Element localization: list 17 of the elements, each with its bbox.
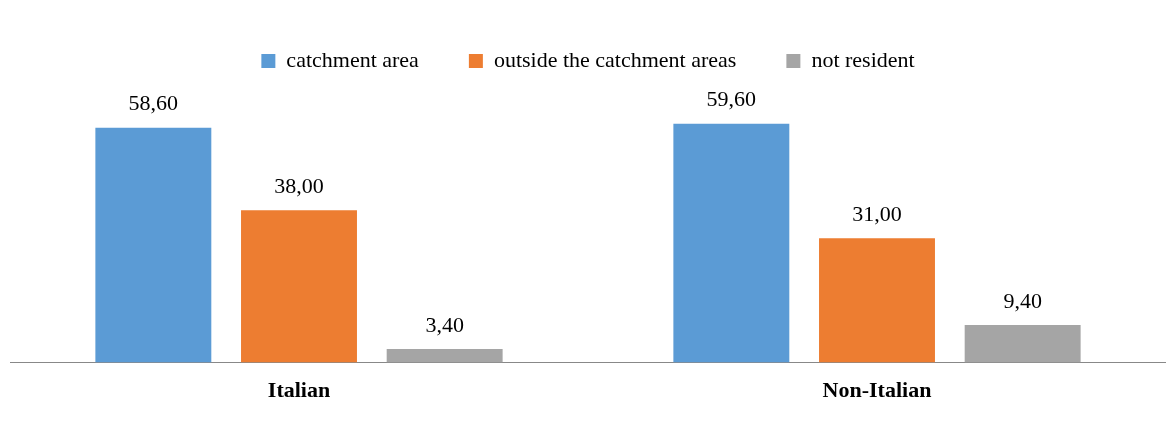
legend-label: not resident [811,46,915,72]
data-label: 9,40 [1003,287,1042,313]
data-label: 3,40 [425,311,464,337]
x-tick-label: Non-Italian [822,377,932,403]
bar [673,123,790,363]
legend-label: outside the catchment areas [493,46,737,72]
data-label: 31,00 [852,201,902,227]
bar [386,348,503,363]
data-label: 59,60 [706,86,757,112]
bar [819,238,935,363]
x-tick-label: Italian [267,377,331,403]
bar [241,210,357,363]
bar [95,127,212,363]
data-label: 38,00 [274,173,324,199]
legend-label: catchment area [286,46,420,72]
data-label: 58,60 [128,90,179,116]
bar [964,324,1081,363]
